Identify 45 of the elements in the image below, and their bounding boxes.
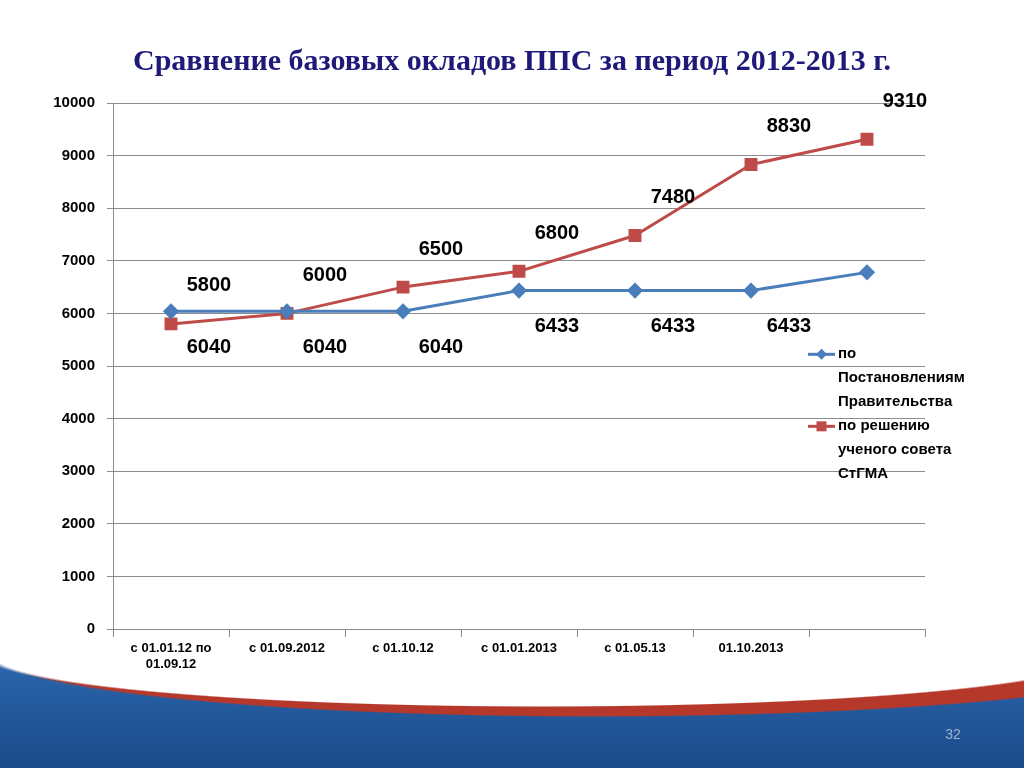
point bbox=[163, 303, 179, 319]
data-label: 6500 bbox=[418, 236, 464, 259]
data-label: 5800 bbox=[186, 273, 232, 296]
data-label: 6040 bbox=[186, 334, 232, 357]
x-tick-label: с 01.01.12 по 01.09.12 bbox=[130, 640, 212, 671]
x-tick-label: с 01.05.13 bbox=[604, 640, 666, 656]
x-tick-label: с 01.09.2012 bbox=[249, 640, 325, 656]
point bbox=[511, 283, 527, 299]
data-label: 6040 bbox=[418, 334, 464, 357]
point bbox=[396, 280, 410, 294]
point bbox=[859, 264, 875, 280]
text: 32 bbox=[945, 725, 961, 742]
x-tick-label: с 01.01.2013 bbox=[481, 640, 557, 656]
point bbox=[164, 317, 178, 331]
point bbox=[512, 264, 526, 278]
data-label: 8830 bbox=[766, 114, 812, 137]
x-tick-label: с 01.10.12 bbox=[372, 640, 434, 656]
data-label: 6433 bbox=[766, 314, 812, 337]
data-label: 6800 bbox=[534, 220, 580, 243]
point bbox=[743, 283, 759, 299]
chart-title: Сравнение базовых окладов ППС за период 2012-2013 г. bbox=[132, 42, 892, 76]
legend-label: по решению ученого совета СтГМА bbox=[838, 416, 953, 482]
y-tick-label: 2000 bbox=[61, 513, 95, 531]
y-tick-label: 9000 bbox=[61, 145, 95, 163]
y-tick-label: 4000 bbox=[61, 408, 95, 426]
y-tick-label: 3000 bbox=[61, 461, 95, 479]
point bbox=[744, 158, 758, 171]
data-label: 6040 bbox=[302, 334, 348, 357]
data-label: 9310 bbox=[882, 88, 928, 111]
point bbox=[627, 283, 643, 299]
data-label: 6433 bbox=[534, 314, 580, 337]
x-tick-label: 01.10.2013 bbox=[718, 640, 784, 656]
data-label: 6000 bbox=[302, 262, 348, 285]
point bbox=[860, 132, 874, 146]
y-tick-label: 0 bbox=[86, 619, 95, 637]
y-tick-label: 1000 bbox=[61, 566, 95, 584]
data-label: 6433 bbox=[650, 314, 696, 337]
y-tick-label: 7000 bbox=[61, 250, 95, 268]
point bbox=[628, 229, 642, 242]
y-tick-label: 10000 bbox=[53, 93, 95, 111]
point bbox=[395, 303, 411, 319]
y-tick-label: 8000 bbox=[61, 198, 95, 216]
y-tick-label: 6000 bbox=[61, 303, 95, 321]
y-tick-label: 5000 bbox=[61, 356, 95, 374]
data-label: 7480 bbox=[650, 185, 696, 208]
